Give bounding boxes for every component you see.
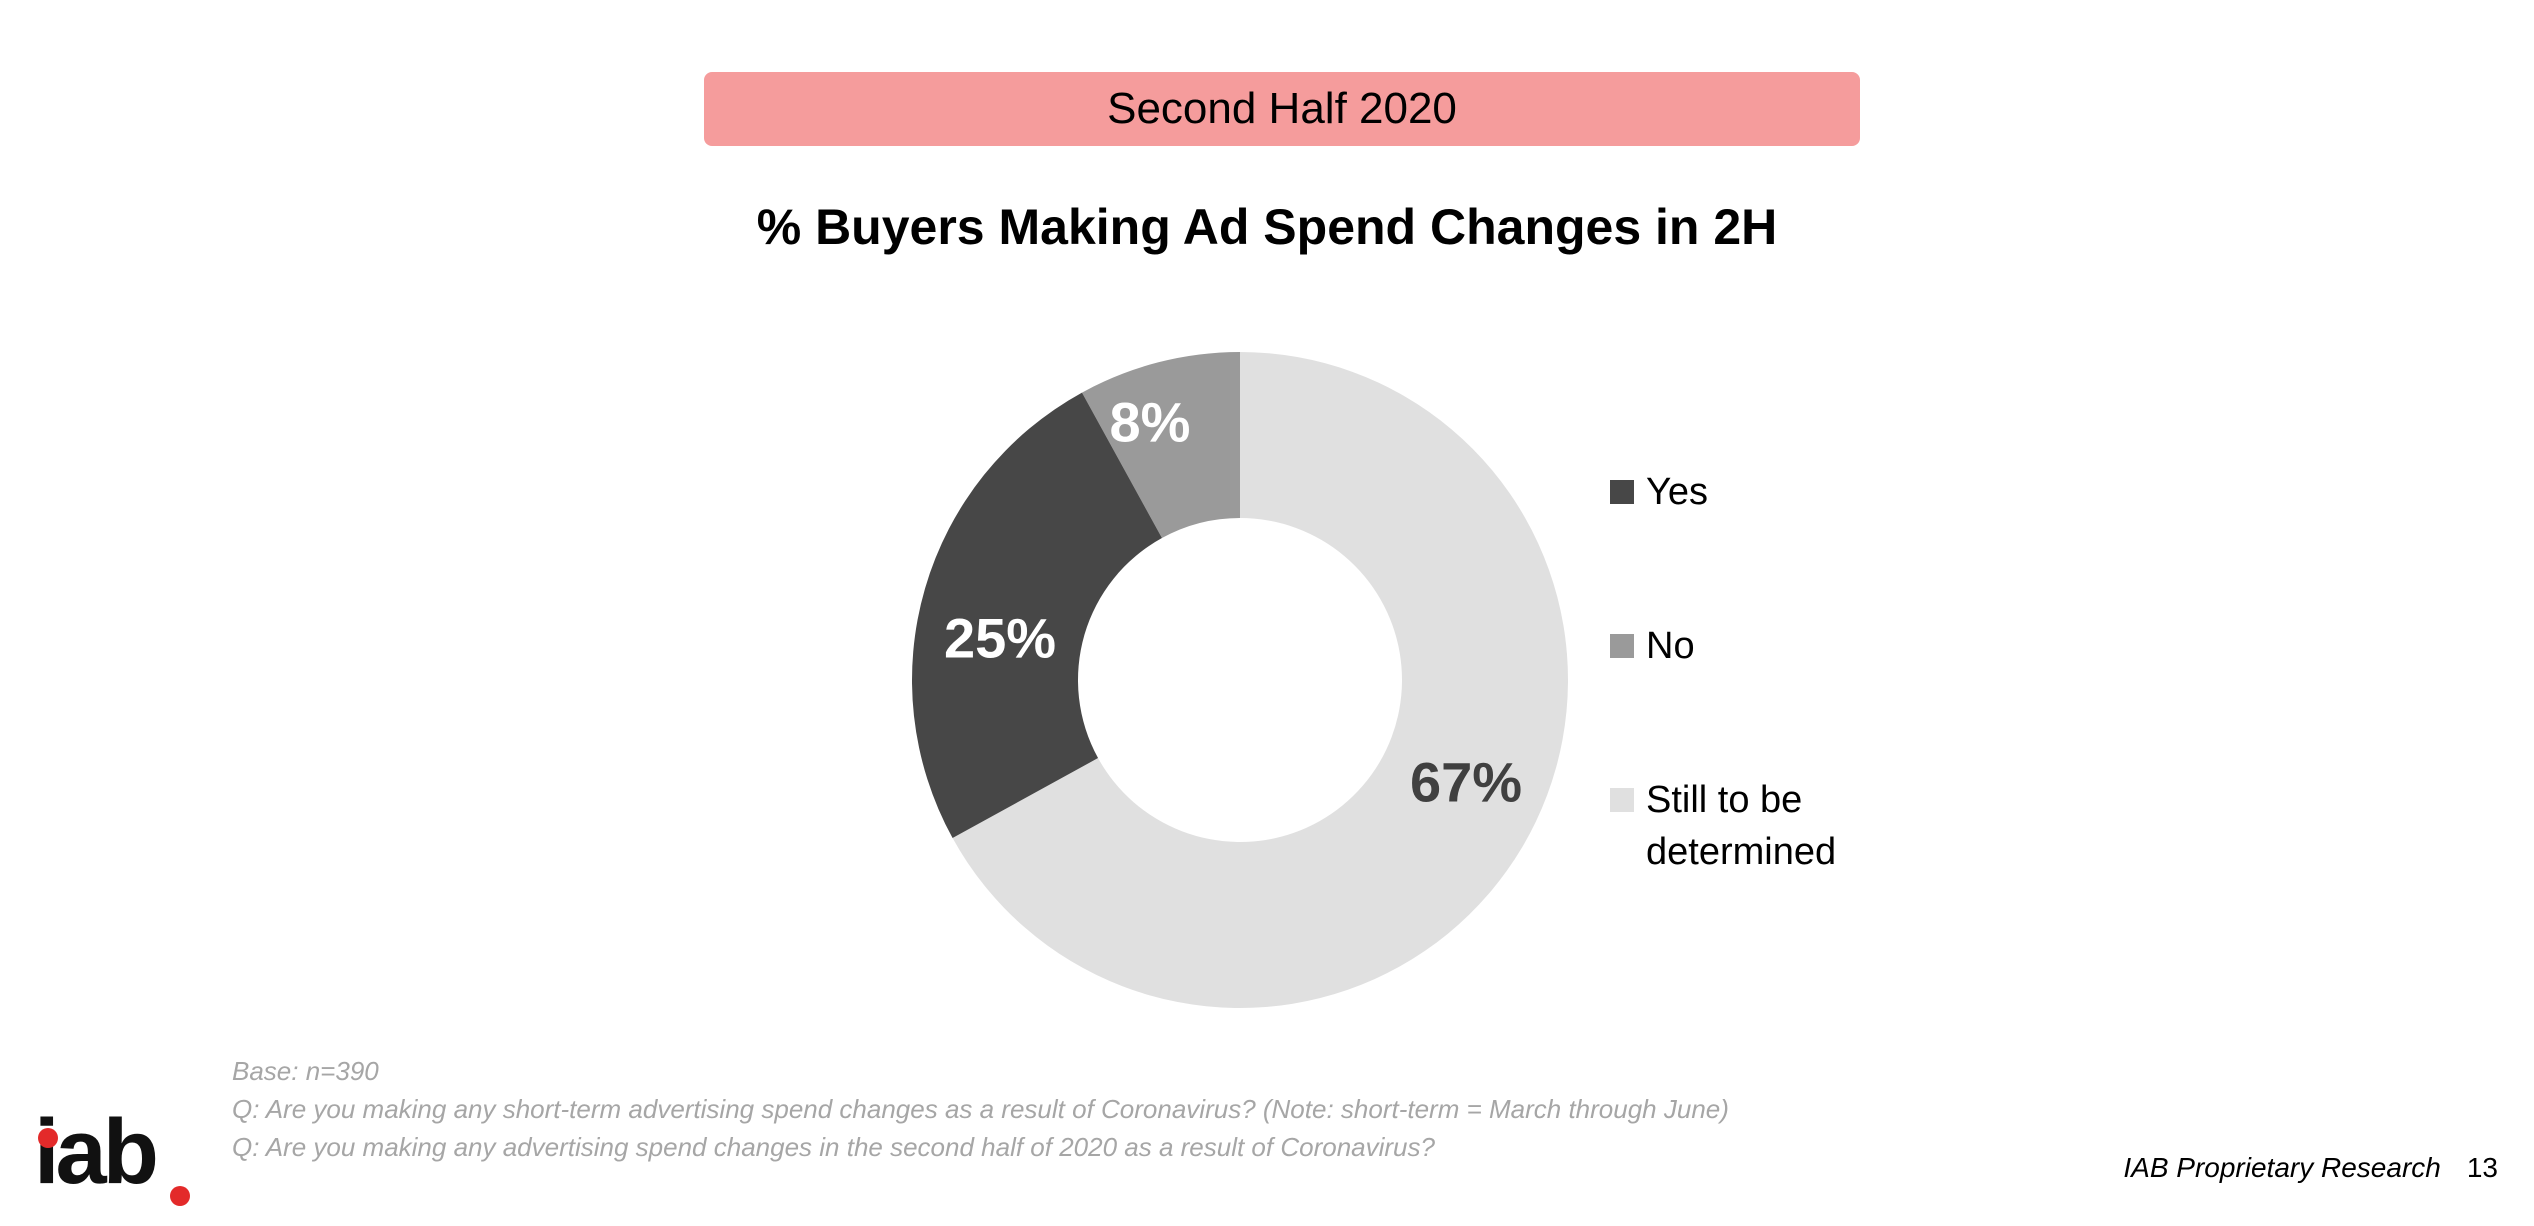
chart-title: % Buyers Making Ad Spend Changes in 2H [756,199,1778,255]
footnote-base: Base: n=390 [232,1056,379,1086]
donut-slice-yes [912,392,1162,839]
data-label-yes: 25% [944,607,1056,670]
data-label-tbd: 67% [1410,751,1522,814]
legend-item-yes: Yes [1610,466,1886,518]
page-number: 13 [2466,1152,2498,1183]
legend-label-yes: Yes [1646,471,1708,513]
footer: IAB Proprietary Research 13 [2123,1152,2498,1184]
legend-swatch-no [1610,634,1634,658]
banner-label: Second Half 2020 [1107,84,1457,133]
donut-slice-tbd [952,352,1568,1008]
legend-label-tbd: Still to be determined [1646,779,1837,873]
legend-label-no: No [1646,625,1695,667]
legend-swatch-tbd [1610,788,1634,812]
legend-item-no: No [1610,620,1886,672]
legend-swatch-yes [1610,480,1634,504]
data-label-no: 8% [1110,391,1191,454]
donut-slice-no [1081,352,1240,539]
logo-dot-icon [38,1128,58,1148]
footer-source: IAB Proprietary Research [2123,1152,2441,1183]
section-banner: Second Half 2020 [704,72,1860,146]
logo-period-icon [170,1186,190,1206]
footnote-q1: Q: Are you making any short-term adverti… [232,1094,1729,1124]
legend-item-tbd: Still to be determined [1610,774,1886,878]
footnote-q2: Q: Are you making any advertising spend … [232,1132,1435,1162]
iab-logo: iab [34,1101,159,1203]
footnotes: Base: n=390 Q: Are you making any short-… [232,1052,1729,1166]
